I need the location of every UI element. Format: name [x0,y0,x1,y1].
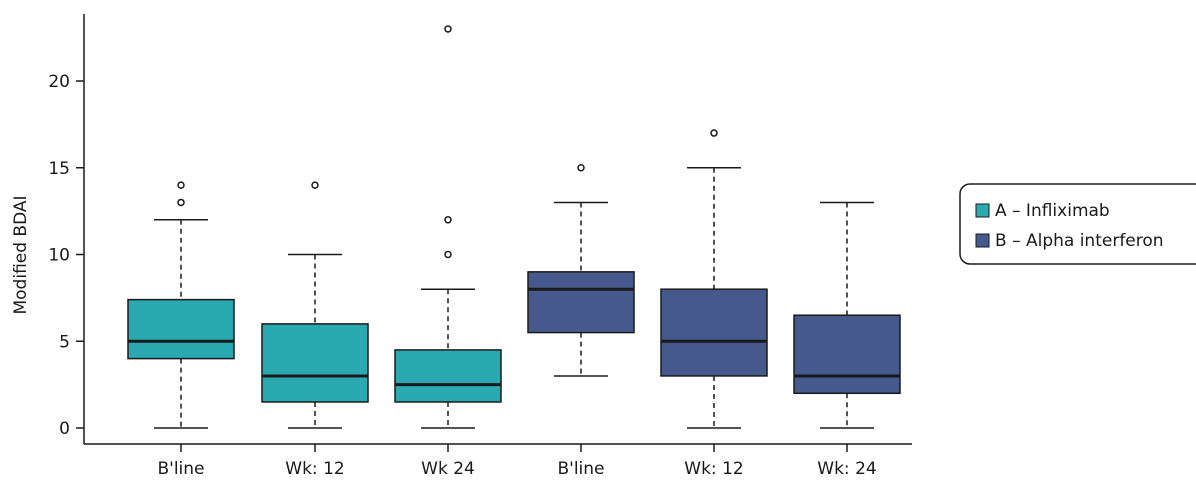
box-group [261,181,369,429]
outlier-point [577,164,585,172]
x-tick-label: Wk: 12 [684,459,743,479]
y-tick-label: 0 [59,419,70,439]
x-tick-label: Wk: 12 [285,459,344,479]
legend-label-infliximab: A – Infliximab [995,201,1110,221]
box-iqr [793,314,901,395]
outlier-point [444,25,452,33]
box-iqr [261,323,369,403]
legend-label-alpha-interferon: B – Alpha interferon [995,231,1164,251]
x-ticks: B'line Wk: 12 Wk 24 B'line Wk: 12 Wk: 24 [157,444,877,479]
x-tick-label: B'line [557,459,604,479]
box-group [394,25,502,429]
box-group [127,181,235,429]
outlier-point [444,250,452,259]
outlier-point [177,198,185,207]
y-tick-label: 10 [48,246,70,266]
x-tick-label: B'line [157,459,204,479]
box-iqr [394,349,502,403]
box-group [660,129,768,429]
outlier-point [710,129,718,137]
outlier-point [444,216,452,224]
x-tick-label: Wk 24 [421,459,475,479]
y-axis-label: Modified BDAI [11,195,31,314]
legend-swatch-infliximab [975,203,990,218]
box-iqr [660,288,768,377]
boxes [127,25,901,429]
box-group [527,164,635,377]
x-tick-label: Wk: 24 [817,459,876,479]
legend-frame [959,183,1196,265]
box-iqr [127,298,235,360]
axes: 0 5 10 15 20 B'line Wk: 12 Wk 24 B'line Wk: 12 Wk… [11,14,912,479]
outlier-point [177,181,185,189]
box-group [793,201,901,429]
y-ticks: 0 5 10 15 20 [48,72,84,439]
y-tick-label: 20 [48,72,70,92]
outlier-point [311,181,319,189]
legend-swatch-alpha-interferon [975,233,990,248]
y-tick-label: 5 [59,332,70,352]
y-tick-label: 15 [48,159,70,179]
legend: A – Infliximab B – Alpha interferon [959,183,1196,265]
box-iqr [527,271,635,334]
